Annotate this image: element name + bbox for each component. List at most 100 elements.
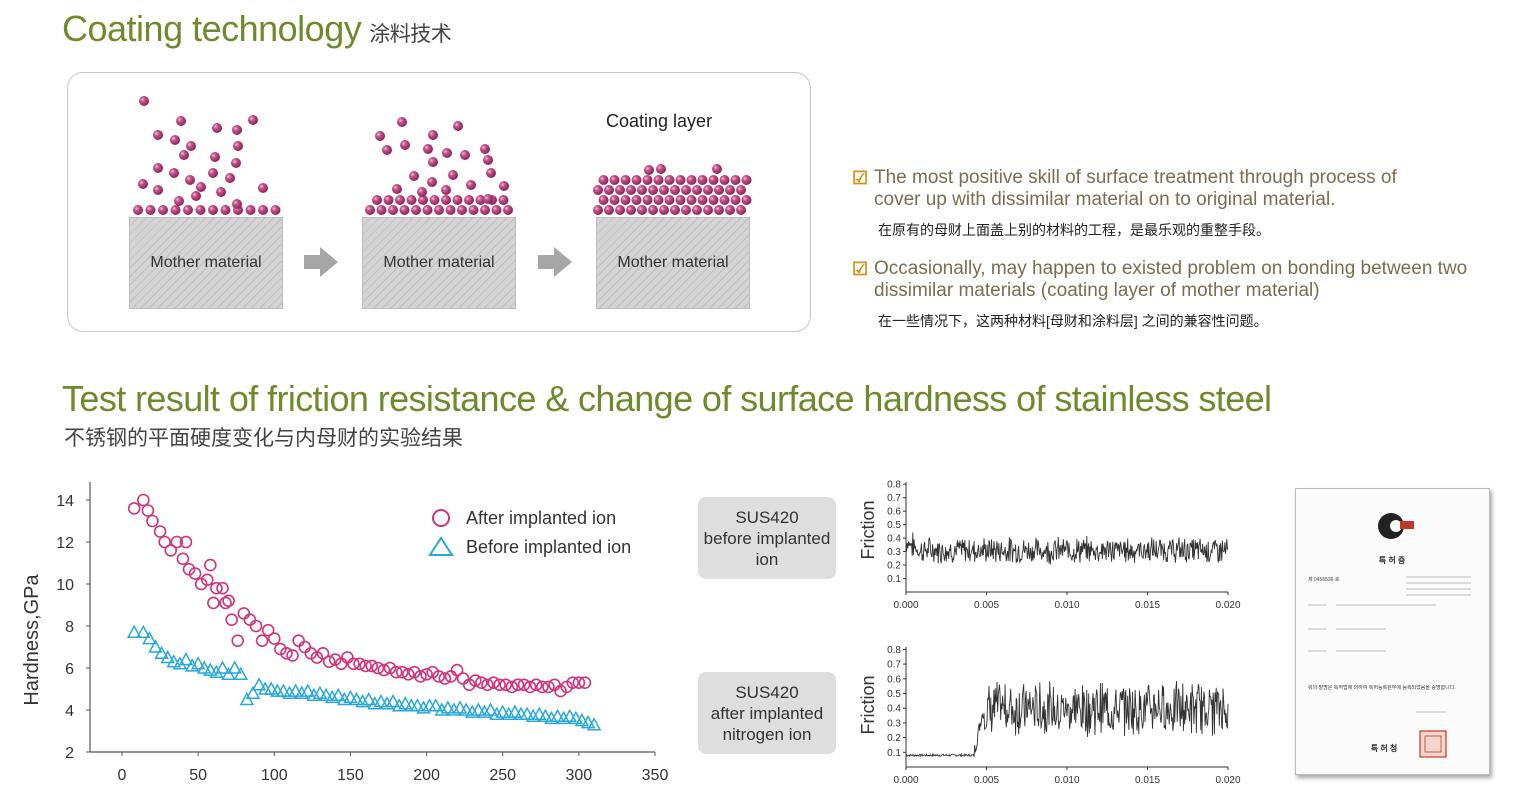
y-tick-label: 0.3 [887, 718, 901, 729]
y-tick-label: 0.1 [887, 748, 901, 759]
note-1-line1: The most positive skill of surface treat… [874, 167, 1397, 188]
particle [170, 205, 181, 215]
before-ion-point [391, 698, 407, 712]
sus420-after-label: SUS420 after implanted nitrogen ion [698, 672, 836, 754]
particle [399, 205, 410, 215]
particle [186, 141, 196, 151]
after-ion-point [432, 670, 446, 683]
particle [598, 195, 609, 205]
particle [637, 185, 647, 195]
sus420-before-label: SUS420 before implanted ion [698, 497, 836, 579]
coating-diagram [133, 96, 752, 277]
particle [697, 195, 708, 205]
particle [631, 195, 642, 205]
before-ion-point [318, 687, 334, 702]
before-ion-point [416, 700, 431, 714]
y-tick-label: 0.8 [887, 480, 901, 491]
sus-after-line3: nitrogen ion [722, 724, 812, 744]
particle [429, 195, 440, 205]
x-tick-label: 0.000 [893, 600, 918, 611]
after-ion-point [578, 676, 592, 689]
particle [452, 195, 463, 205]
after-ion-point [499, 678, 513, 692]
x-tick-label: 0.020 [1215, 600, 1240, 611]
particle [212, 123, 222, 133]
patent-office-logo-icon [1378, 513, 1414, 539]
particle [383, 195, 394, 205]
particle [423, 144, 433, 154]
particle [659, 205, 669, 215]
before-ion-point [489, 706, 504, 720]
before-ion-point [337, 691, 352, 706]
friction-y-axis-label: Friction [858, 500, 878, 559]
after-ion-point [176, 552, 190, 566]
coating-title-zh: 涂料技术 [369, 23, 452, 46]
particle [725, 185, 735, 195]
certificate-title: 특 허 증 [1379, 555, 1406, 565]
particle [697, 175, 708, 185]
coating-title: Coating technology 涂料技术 [62, 8, 452, 50]
before-ion-point [203, 662, 218, 676]
before-ion-point [397, 696, 413, 710]
sus-before-line1: SUS420 [735, 507, 799, 527]
after-ion-point [529, 678, 543, 692]
y-tick-label: 0.8 [887, 645, 901, 656]
particle [220, 205, 231, 215]
after-ion-point [170, 535, 184, 549]
friction-series-after [905, 680, 1229, 758]
before-ion-point [525, 708, 541, 723]
after-ion-point [517, 678, 531, 692]
y-tick-label: 0.2 [887, 733, 901, 744]
note-2-line1: Occasionally, may happen to existed prob… [874, 258, 1468, 279]
particle [418, 195, 428, 205]
before-ion-point [209, 664, 224, 678]
particle [145, 205, 156, 215]
y-tick-label: 10 [56, 577, 74, 594]
particle [653, 175, 664, 185]
after-ion-point [153, 525, 167, 538]
checkmark-icon: ☑ [852, 168, 869, 188]
after-ion-point [127, 502, 141, 515]
particle [245, 205, 256, 215]
particle [376, 205, 387, 215]
before-ion-point [477, 704, 492, 718]
mother-material-label: Mother material [383, 254, 495, 271]
particle [719, 175, 730, 185]
x-tick-label: 0 [118, 767, 127, 784]
before-ion-point [312, 685, 328, 699]
after-ion-point [395, 665, 409, 679]
particle [174, 196, 184, 206]
particle [486, 168, 496, 178]
after-ion-point [249, 619, 263, 633]
particle [598, 175, 609, 185]
after-ion-point [389, 665, 403, 679]
particle [231, 158, 241, 168]
particle [686, 195, 697, 205]
before-ion-point [300, 683, 316, 697]
particle [675, 175, 686, 185]
before-ion-point [367, 696, 383, 710]
before-ion-point [215, 660, 230, 674]
before-ion-point [294, 685, 309, 699]
before-ion-point [501, 706, 517, 720]
particle [196, 182, 206, 192]
x-tick-label: 0.005 [974, 600, 999, 611]
particle [183, 205, 193, 215]
particle [270, 205, 281, 215]
after-ion-point [210, 581, 223, 595]
before-ion-point [251, 677, 267, 691]
before-ion-point [531, 706, 547, 720]
particle [642, 175, 653, 185]
particle [153, 185, 163, 195]
test-title-zh: 不锈钢的平面硬度变化与内母财的实验结果 [64, 427, 463, 450]
particle [434, 205, 444, 215]
before-ion-point [324, 689, 340, 704]
x-tick-label: 0.005 [974, 775, 999, 786]
after-ion-point [164, 544, 178, 557]
particle [258, 205, 268, 215]
y-tick-label: 0.4 [887, 704, 901, 715]
before-ion-point [574, 712, 590, 727]
before-ion-point [184, 658, 200, 672]
particle [659, 185, 669, 195]
particle [664, 175, 675, 185]
